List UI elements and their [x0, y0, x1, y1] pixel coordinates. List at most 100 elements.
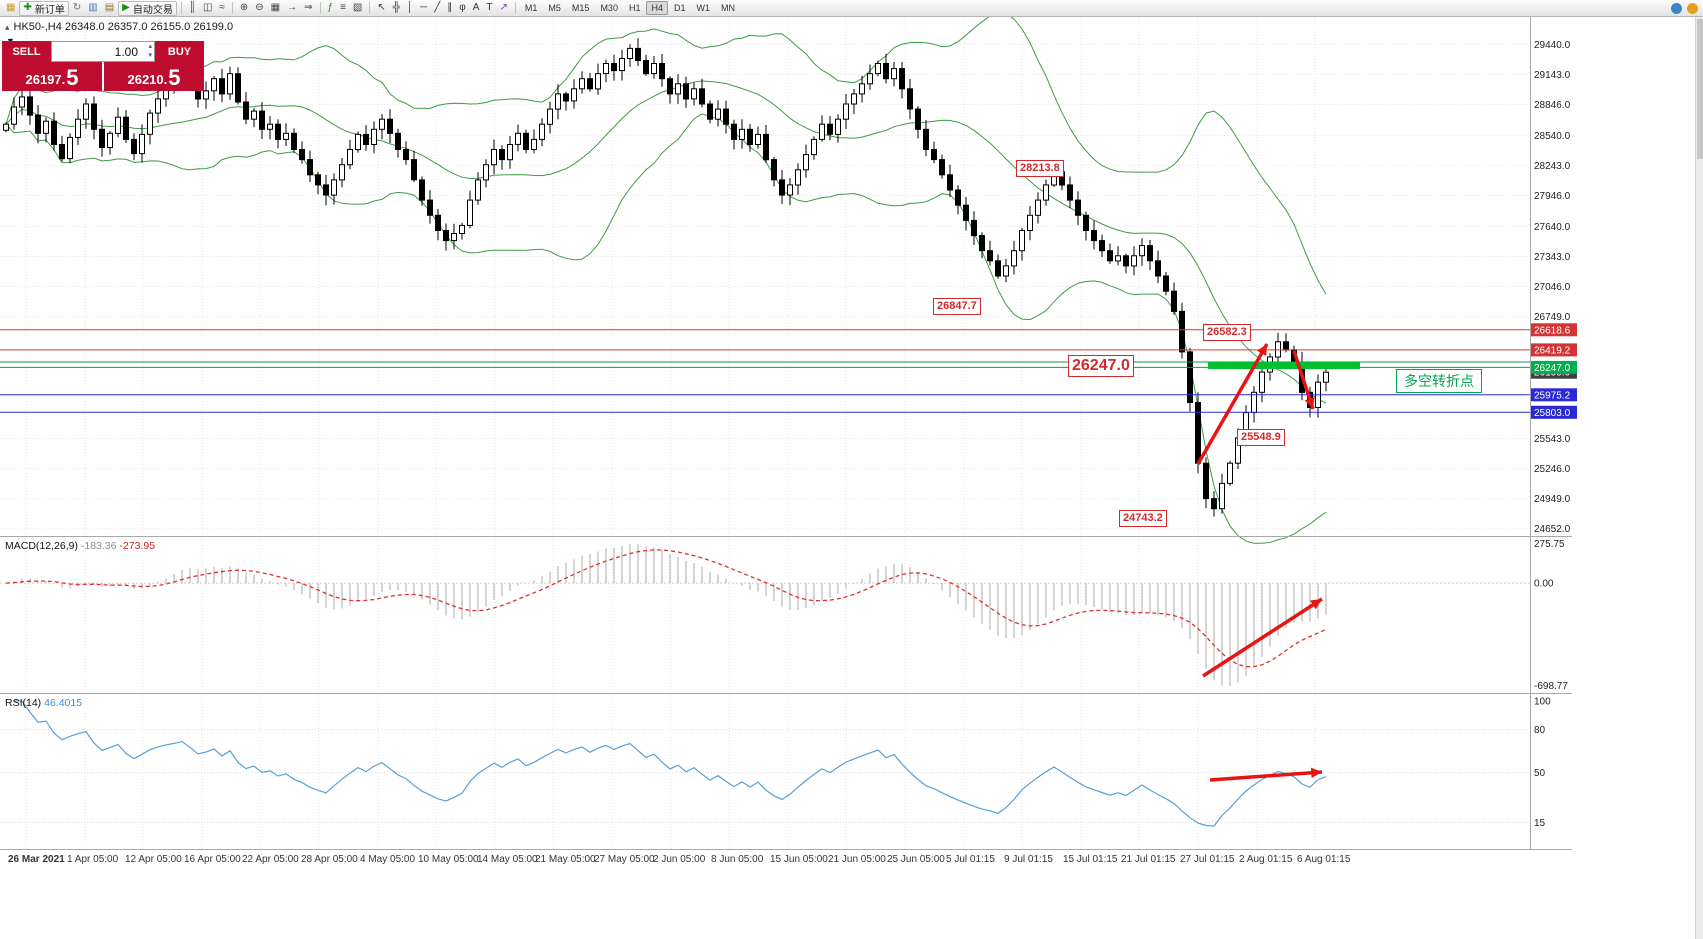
market-watch-icon-glyph-icon: ▥ — [88, 2, 98, 13]
svg-text:26247.0: 26247.0 — [1534, 363, 1571, 374]
help-icon[interactable] — [1687, 2, 1698, 14]
buy-price-main: 26210. — [127, 71, 168, 87]
new-order-button-label: 新订单 — [34, 4, 65, 16]
macd-signal-value: -273.95 — [119, 540, 156, 552]
tile-windows-icon[interactable]: ▦ — [268, 1, 283, 16]
chart-expand-caret-icon[interactable]: ▴ — [5, 21, 10, 32]
svg-text:21 May 05:00: 21 May 05:00 — [535, 854, 596, 865]
svg-text:28846.0: 28846.0 — [1534, 100, 1571, 111]
text-icon[interactable]: A — [470, 1, 483, 16]
svg-text:12 Apr 05:00: 12 Apr 05:00 — [125, 854, 182, 865]
channel-icon[interactable]: ∥ — [444, 1, 455, 16]
svg-text:28 Apr 05:00: 28 Apr 05:00 — [301, 854, 358, 865]
timeframe-h1[interactable]: H1 — [628, 3, 641, 13]
svg-text:25975.2: 25975.2 — [1534, 390, 1571, 401]
community-icon[interactable] — [1671, 2, 1682, 14]
bar-chart-icon[interactable]: ║ — [186, 1, 199, 16]
svg-text:22 Apr 05:00: 22 Apr 05:00 — [242, 854, 299, 865]
zoom-out-icon[interactable]: ⊖ — [252, 1, 266, 16]
macd-name: MACD(12,26,9) — [5, 540, 78, 552]
axis-price-badge — [1531, 360, 1577, 374]
arrows-icon[interactable]: ↗ — [497, 1, 511, 16]
candlestick-chart-icon[interactable]: ◫ — [200, 1, 215, 16]
horizontal-lines-layer[interactable] — [0, 329, 1530, 413]
trend-arrows-layer[interactable] — [1196, 343, 1323, 782]
market-watch-icon[interactable]: ▥ — [85, 1, 100, 16]
trendline-icon[interactable]: ╱ — [431, 1, 443, 16]
timeframe-m5[interactable]: M5 — [548, 3, 561, 13]
price-annotation[interactable]: 26247.0 — [1068, 355, 1134, 377]
price-annotation[interactable]: 24743.2 — [1119, 510, 1167, 527]
price-annotation[interactable]: 26582.3 — [1203, 324, 1251, 341]
vertical-scrollbar[interactable] — [1695, 17, 1703, 939]
toolbar-separator — [369, 2, 371, 14]
auto-scroll-icon-glyph-icon: → — [287, 2, 298, 13]
volume-input[interactable]: 1.00 ▴ ▾ — [51, 41, 155, 62]
horizontal-line-icon[interactable]: ─ — [417, 1, 430, 16]
crosshair-icon[interactable]: ╬ — [390, 1, 403, 16]
timeframe-d1[interactable]: D1 — [673, 3, 686, 13]
svg-text:14 May 05:00: 14 May 05:00 — [477, 854, 538, 865]
svg-text:50: 50 — [1534, 768, 1546, 779]
periods-icon[interactable]: ≡ — [337, 1, 349, 16]
timeframe-m1[interactable]: M1 — [524, 3, 538, 13]
line-chart-icon[interactable]: ≈ — [216, 1, 228, 16]
chart-shift-icon[interactable]: ⇒ — [301, 1, 315, 16]
refresh-icon-glyph-icon: ↻ — [72, 2, 82, 13]
trendline-icon-glyph-icon: ╱ — [434, 2, 441, 13]
indicators-icon-glyph-icon: ƒ — [327, 2, 334, 13]
price-annotation[interactable]: 25548.9 — [1237, 429, 1285, 446]
svg-text:27343.0: 27343.0 — [1534, 252, 1571, 263]
price-axis-layer[interactable]: 29440.0 29143.0 28846.0 28540.0 28243.0 27946… — [1531, 40, 1577, 829]
fibonacci-icon[interactable]: φ — [456, 1, 468, 16]
svg-text:24652.0: 24652.0 — [1534, 524, 1571, 535]
timeframe-h4[interactable]: H4 — [646, 1, 668, 15]
sell-button[interactable]: SELL — [2, 41, 51, 62]
auto-scroll-icon[interactable]: → — [284, 1, 300, 16]
svg-text:27946.0: 27946.0 — [1534, 191, 1571, 202]
timeframe-m15[interactable]: M15 — [571, 3, 590, 13]
svg-text:2 Jun 05:00: 2 Jun 05:00 — [653, 854, 706, 865]
zoom-out-icon-glyph-icon: ⊖ — [255, 2, 264, 13]
autotrading-button-label: 自动交易 — [132, 4, 173, 16]
sell-price-button[interactable]: 26197. 5 — [2, 62, 102, 91]
timeframe-w1[interactable]: W1 — [696, 3, 711, 13]
channel-icon-glyph-icon: ∥ — [447, 2, 453, 13]
turning-point-annotation[interactable]: 多空转折点 — [1396, 369, 1482, 393]
autotrading-button[interactable]: ▶ 自动交易 — [118, 0, 177, 16]
chart-canvas[interactable]: 29440.0 29143.0 28846.0 28540.0 28243.0 27946… — [0, 17, 1703, 939]
spinner-up-icon[interactable]: ▴ — [148, 43, 152, 50]
axis-price-badge — [1531, 323, 1577, 337]
volume-spinner[interactable]: ▴ ▾ — [148, 42, 152, 60]
axis-price-badge — [1531, 405, 1577, 419]
buy-price-button[interactable]: 26210. 5 — [104, 62, 204, 91]
vertical-line-icon[interactable]: │ — [404, 1, 416, 16]
cursor-icon[interactable]: ↖ — [374, 1, 388, 16]
templates-icon[interactable]: ▧ — [350, 1, 365, 16]
label-icon[interactable]: T — [483, 1, 495, 16]
indicators-icon[interactable]: ƒ — [325, 1, 337, 16]
new-order-button[interactable]: ✚ 新订单 — [19, 0, 69, 16]
timeframe-mn[interactable]: MN — [721, 3, 735, 13]
svg-text:25 Jun 05:00: 25 Jun 05:00 — [887, 854, 945, 865]
refresh-icon[interactable]: ↻ — [70, 1, 84, 16]
navigator-icon[interactable]: ▤ — [102, 1, 117, 16]
price-annotation[interactable]: 28213.8 — [1016, 160, 1064, 177]
time-axis-layer[interactable]: 26 Mar 2021 1 Apr 05:00 12 Apr 05:00 16 Apr… — [8, 854, 1351, 865]
rsi-indicator-label: RSI(14) 46.4015 — [5, 697, 82, 709]
spinner-down-icon[interactable]: ▾ — [148, 52, 152, 60]
svg-text:25803.0: 25803.0 — [1534, 408, 1571, 419]
svg-text:15: 15 — [1534, 818, 1546, 829]
thick-green-level-segment[interactable] — [1208, 362, 1360, 369]
svg-text:10 May 05:00: 10 May 05:00 — [418, 854, 479, 865]
svg-text:26749.0: 26749.0 — [1534, 312, 1571, 323]
buy-button[interactable]: BUY — [155, 41, 204, 62]
terminal-icon[interactable]: ▦ — [3, 1, 18, 16]
svg-text:16 Apr 05:00: 16 Apr 05:00 — [184, 854, 241, 865]
timeframe-m30[interactable]: M30 — [600, 3, 618, 13]
new-order-glyph-icon: ✚ — [23, 2, 32, 13]
zoom-in-icon[interactable]: ⊕ — [237, 1, 251, 16]
scrollbar-thumb[interactable] — [1697, 19, 1703, 159]
chart-window[interactable]: 29440.0 29143.0 28846.0 28540.0 28243.0 27946… — [0, 17, 1703, 939]
price-annotation[interactable]: 26847.7 — [933, 298, 981, 315]
